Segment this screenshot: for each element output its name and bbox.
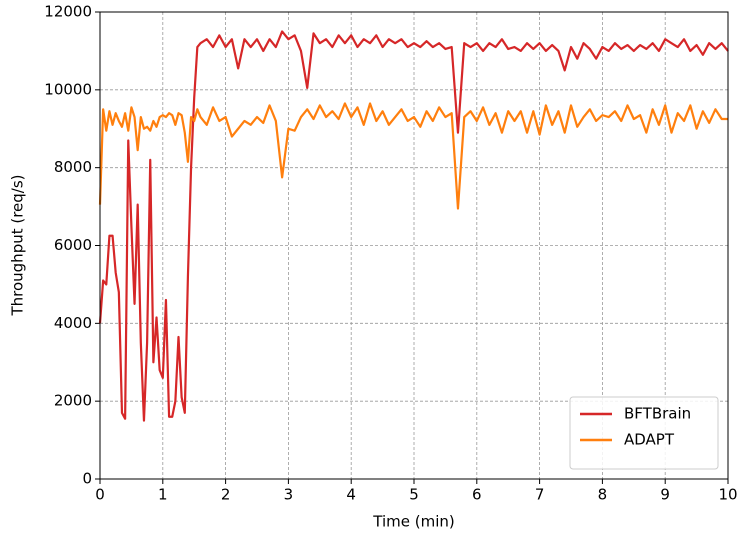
y-tick-label: 8000 [54, 158, 92, 176]
x-tick-label: 5 [409, 486, 419, 504]
y-tick-label: 6000 [54, 236, 92, 254]
x-tick-label: 4 [346, 486, 356, 504]
x-tick-label: 9 [660, 486, 670, 504]
x-tick-label: 8 [598, 486, 608, 504]
y-tick-label: 0 [82, 470, 92, 488]
x-tick-label: 3 [284, 486, 294, 504]
x-tick-label: 2 [221, 486, 231, 504]
line-series [98, 30, 729, 422]
x-tick-label: 10 [718, 486, 737, 504]
x-tick-label: 0 [95, 486, 105, 504]
y-tick-label: 10000 [44, 80, 92, 98]
y-axis-label: Throughput (req/s) [9, 174, 27, 316]
x-tick-label: 7 [535, 486, 545, 504]
x-axis-label: Time (min) [372, 513, 454, 531]
y-tick-label: 4000 [54, 314, 92, 332]
legend-label: ADAPT [624, 431, 675, 449]
x-tick-label: 6 [472, 486, 482, 504]
plot-frame [99, 11, 729, 480]
y-tick-label: 12000 [44, 3, 92, 21]
legend-label: BFTBrain [624, 405, 691, 423]
y-tick-label: 2000 [54, 392, 92, 410]
line-series [98, 102, 728, 210]
x-tick-label: 1 [158, 486, 168, 504]
